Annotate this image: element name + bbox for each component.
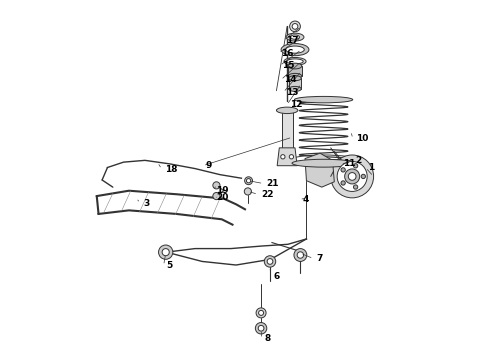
Text: 10: 10 xyxy=(356,134,368,143)
Text: 2: 2 xyxy=(356,156,362,165)
Circle shape xyxy=(353,185,358,189)
Ellipse shape xyxy=(289,86,301,91)
Ellipse shape xyxy=(292,159,355,167)
Circle shape xyxy=(245,188,251,195)
Text: 5: 5 xyxy=(167,261,172,270)
Polygon shape xyxy=(277,148,297,166)
Circle shape xyxy=(255,323,267,334)
Circle shape xyxy=(258,325,264,331)
Circle shape xyxy=(213,182,220,189)
Ellipse shape xyxy=(286,46,304,53)
Ellipse shape xyxy=(289,76,301,81)
Circle shape xyxy=(294,249,307,261)
Circle shape xyxy=(341,168,345,172)
Circle shape xyxy=(292,23,298,29)
Text: 9: 9 xyxy=(206,161,212,170)
Bar xyxy=(288,66,302,76)
Ellipse shape xyxy=(288,73,302,79)
Circle shape xyxy=(281,155,285,159)
Circle shape xyxy=(331,155,373,198)
Text: 4: 4 xyxy=(302,195,309,204)
Ellipse shape xyxy=(286,33,304,41)
Circle shape xyxy=(297,252,304,258)
Circle shape xyxy=(259,310,264,315)
Bar xyxy=(282,112,293,148)
Text: 22: 22 xyxy=(261,190,273,199)
Ellipse shape xyxy=(287,59,303,64)
Text: 17: 17 xyxy=(286,36,299,45)
Circle shape xyxy=(341,181,345,185)
Text: 7: 7 xyxy=(317,254,323,263)
Text: 20: 20 xyxy=(217,193,229,202)
Circle shape xyxy=(344,169,360,184)
Ellipse shape xyxy=(291,35,299,39)
Circle shape xyxy=(289,155,294,159)
Text: 19: 19 xyxy=(217,186,229,195)
Text: 14: 14 xyxy=(284,76,296,85)
Text: 12: 12 xyxy=(290,100,302,109)
Circle shape xyxy=(290,21,300,32)
Circle shape xyxy=(337,161,367,192)
Circle shape xyxy=(159,245,173,259)
Text: 21: 21 xyxy=(267,179,279,188)
Circle shape xyxy=(267,258,273,264)
Circle shape xyxy=(353,164,358,168)
Text: 1: 1 xyxy=(368,163,374,172)
Circle shape xyxy=(264,256,276,267)
Circle shape xyxy=(348,172,356,180)
Circle shape xyxy=(256,308,266,318)
Ellipse shape xyxy=(281,44,309,56)
Ellipse shape xyxy=(294,96,353,103)
Circle shape xyxy=(162,249,169,256)
Circle shape xyxy=(246,179,251,183)
Text: 13: 13 xyxy=(286,88,298,97)
Text: 11: 11 xyxy=(343,159,356,168)
Bar xyxy=(289,78,301,89)
Text: 18: 18 xyxy=(165,165,177,174)
Polygon shape xyxy=(305,153,334,187)
Circle shape xyxy=(245,177,252,185)
Text: 16: 16 xyxy=(281,49,294,58)
Text: 8: 8 xyxy=(265,334,271,343)
Ellipse shape xyxy=(284,58,306,65)
Ellipse shape xyxy=(276,107,298,113)
Text: 6: 6 xyxy=(273,272,280,281)
Text: 3: 3 xyxy=(143,199,149,208)
Circle shape xyxy=(213,193,220,200)
Circle shape xyxy=(361,174,366,179)
Ellipse shape xyxy=(288,63,302,69)
Text: 15: 15 xyxy=(283,61,295,70)
